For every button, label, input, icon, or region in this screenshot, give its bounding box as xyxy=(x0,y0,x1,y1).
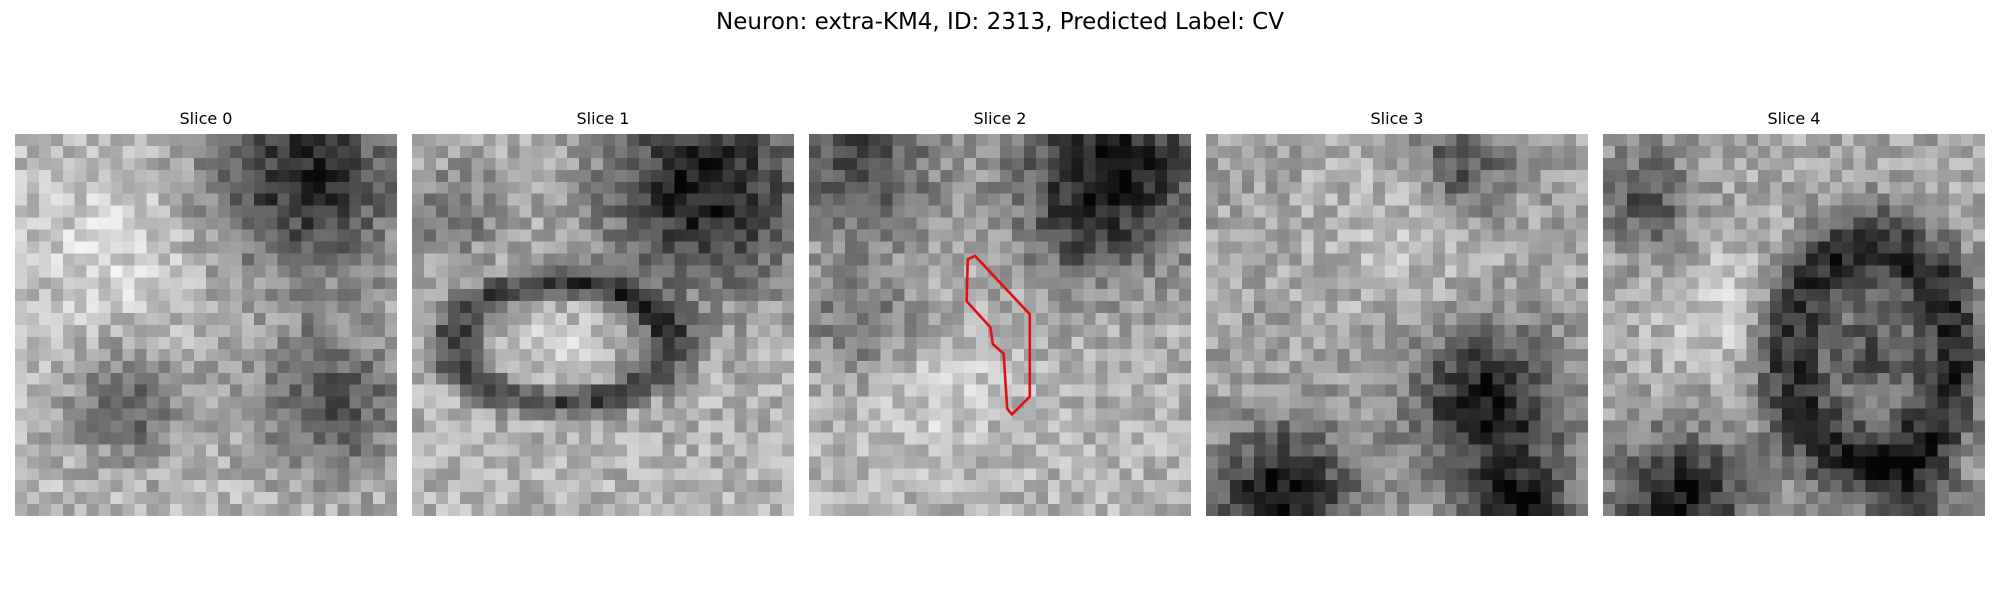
slice-title: Slice 1 xyxy=(576,109,630,128)
slice-title: Slice 4 xyxy=(1767,109,1821,128)
slice-image xyxy=(809,134,1191,516)
slice-title: Slice 2 xyxy=(973,109,1027,128)
slice-image xyxy=(15,134,397,516)
figure-title: Neuron: extra-KM4, ID: 2313, Predicted L… xyxy=(716,9,1284,35)
slice-image xyxy=(412,134,794,516)
slice-title: Slice 3 xyxy=(1370,109,1424,128)
slice-title: Slice 0 xyxy=(179,109,233,128)
slice-image xyxy=(1603,134,1985,516)
slice-image xyxy=(1206,134,1588,516)
